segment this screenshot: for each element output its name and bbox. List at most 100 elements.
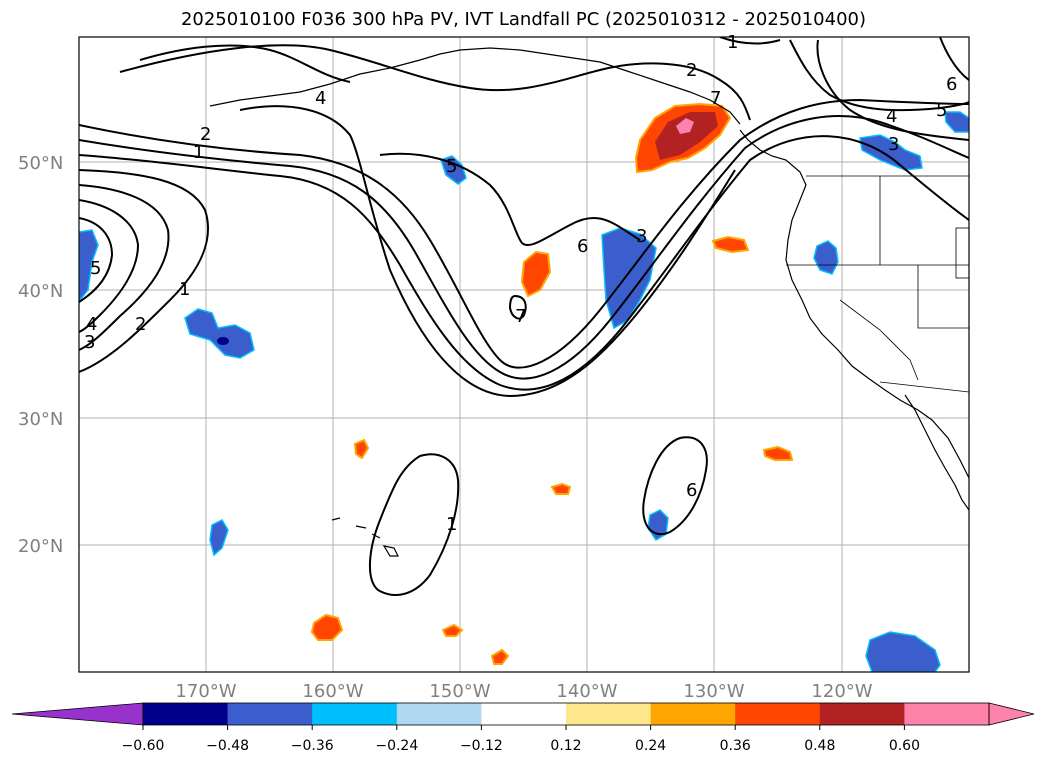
lon-label: 120°W (811, 681, 872, 702)
colorbar-tick-label: −0.60 (122, 738, 165, 754)
positive-anomaly-patch (310, 613, 344, 641)
contour-label: 7 (515, 306, 526, 327)
negative-anomaly-patch (944, 111, 969, 133)
pv-contour (79, 199, 140, 333)
contour-label: 4 (86, 314, 97, 335)
pv-contour (239, 105, 736, 398)
pv-contour (79, 135, 969, 391)
negative-anomaly-patch (865, 631, 941, 672)
lat-label: 20°N (18, 536, 63, 557)
colorbar-segment (396, 703, 482, 725)
lon-label: 170°W (175, 681, 236, 702)
colorbar-tick-label: −0.48 (206, 738, 249, 754)
lat-label: 40°N (18, 281, 63, 302)
state-border (917, 265, 969, 329)
ivt-pc-shading (79, 102, 969, 672)
hawaii-islands (331, 517, 399, 557)
state-border (839, 299, 919, 381)
colorbar-segment (481, 703, 567, 725)
colorbar-segment (904, 703, 990, 725)
contour-label: 1 (727, 32, 738, 53)
latitude-labels: 50°N 40°N 30°N 20°N (18, 153, 63, 557)
negative-anomaly-patch (859, 134, 923, 171)
longitude-labels: 170°W 160°W 150°W 140°W 130°W 120°W (175, 681, 872, 702)
contour-label: 6 (577, 236, 588, 257)
baja-coastline (904, 394, 969, 511)
contour-label: 6 (946, 74, 957, 95)
lat-label: 30°N (18, 409, 63, 430)
negative-anomaly-patch (184, 308, 255, 359)
alaska-coastline (209, 47, 741, 125)
colorbar-segment (566, 703, 652, 725)
negative-anomaly-patch (601, 227, 657, 330)
mexico-border (879, 381, 969, 393)
map-title: 2025010100 F036 300 hPa PV, IVT Landfall… (180, 9, 867, 30)
contour-label: 5 (90, 258, 101, 279)
contour-label: 5 (936, 100, 947, 121)
graticule (79, 37, 969, 672)
colorbar-tick-label: −0.36 (291, 738, 334, 754)
contour-label: 1 (179, 279, 190, 300)
pv-contour (719, 37, 781, 45)
positive-anomaly-patch (520, 250, 552, 298)
lat-label: 50°N (18, 153, 63, 174)
pv-contour (119, 44, 751, 121)
positive-anomaly-patch (550, 482, 572, 495)
colorbar-segment (227, 703, 313, 725)
colorbar-tick-label: 0.60 (889, 738, 920, 754)
negative-anomaly-patch (440, 155, 467, 185)
negative-anomaly-patch (647, 509, 669, 542)
pv-contour (139, 44, 351, 83)
contour-label: 4 (315, 88, 326, 109)
negative-anomaly-patch (813, 240, 839, 275)
pv-contour (642, 436, 708, 536)
positive-anomaly-patch (353, 438, 370, 460)
pv-contour (79, 184, 170, 351)
contour-label: 1 (446, 514, 457, 535)
colorbar-tick-label: 0.48 (804, 738, 835, 754)
coastlines (209, 47, 969, 557)
positive-anomaly-patch (762, 445, 794, 461)
colorbar-tick-label: 0.36 (720, 738, 751, 754)
colorbar-tick-label: 0.24 (635, 738, 666, 754)
colorbar-segment (735, 703, 821, 725)
positive-anomaly-patch (711, 235, 750, 254)
contour-label: 3 (888, 134, 899, 155)
lon-label: 160°W (302, 681, 363, 702)
pv-contour (79, 217, 114, 303)
negative-anomaly-patch (209, 519, 229, 557)
pv-contours (79, 37, 969, 596)
colorbar-tick-label: −0.12 (460, 738, 503, 754)
strong-negative-core (217, 337, 229, 345)
contour-label: 4 (886, 106, 897, 127)
colorbar-segment (650, 703, 736, 725)
contour-label: 6 (686, 480, 697, 501)
peak-positive-anomaly (676, 118, 694, 134)
colorbar: −0.60 −0.48 −0.36 −0.24 −0.12 0.12 0.24 0.36 0.4… (11, 702, 1035, 754)
contour-label: 5 (446, 156, 457, 177)
pv-contour (939, 37, 969, 81)
pv-contour (79, 169, 210, 373)
contour-label: 3 (84, 332, 95, 353)
contour-label: 2 (686, 60, 697, 81)
positive-anomaly-patch (490, 648, 510, 665)
state-border (955, 227, 969, 279)
contour-label: 2 (200, 124, 211, 145)
political-borders (786, 175, 969, 393)
pv-contour (79, 98, 969, 369)
lon-label: 130°W (683, 681, 744, 702)
lon-label: 140°W (556, 681, 617, 702)
north-america-coastline (739, 129, 969, 479)
pv-contour-labels: 1 2 3 4 5 6 7 1 2 3 4 5 6 7 1 1 2 3 4 5 … (84, 32, 957, 535)
contour-label: 2 (135, 314, 146, 335)
colorbar-segment (312, 703, 398, 725)
lon-label: 150°W (429, 681, 490, 702)
pv-contour (368, 453, 460, 596)
colorbar-segment (143, 703, 229, 725)
contour-label: 3 (636, 226, 647, 247)
strong-positive-anomaly (655, 112, 718, 160)
pv-contour (816, 39, 969, 141)
contour-label: 1 (193, 142, 204, 163)
colorbar-extend-min (11, 702, 144, 726)
